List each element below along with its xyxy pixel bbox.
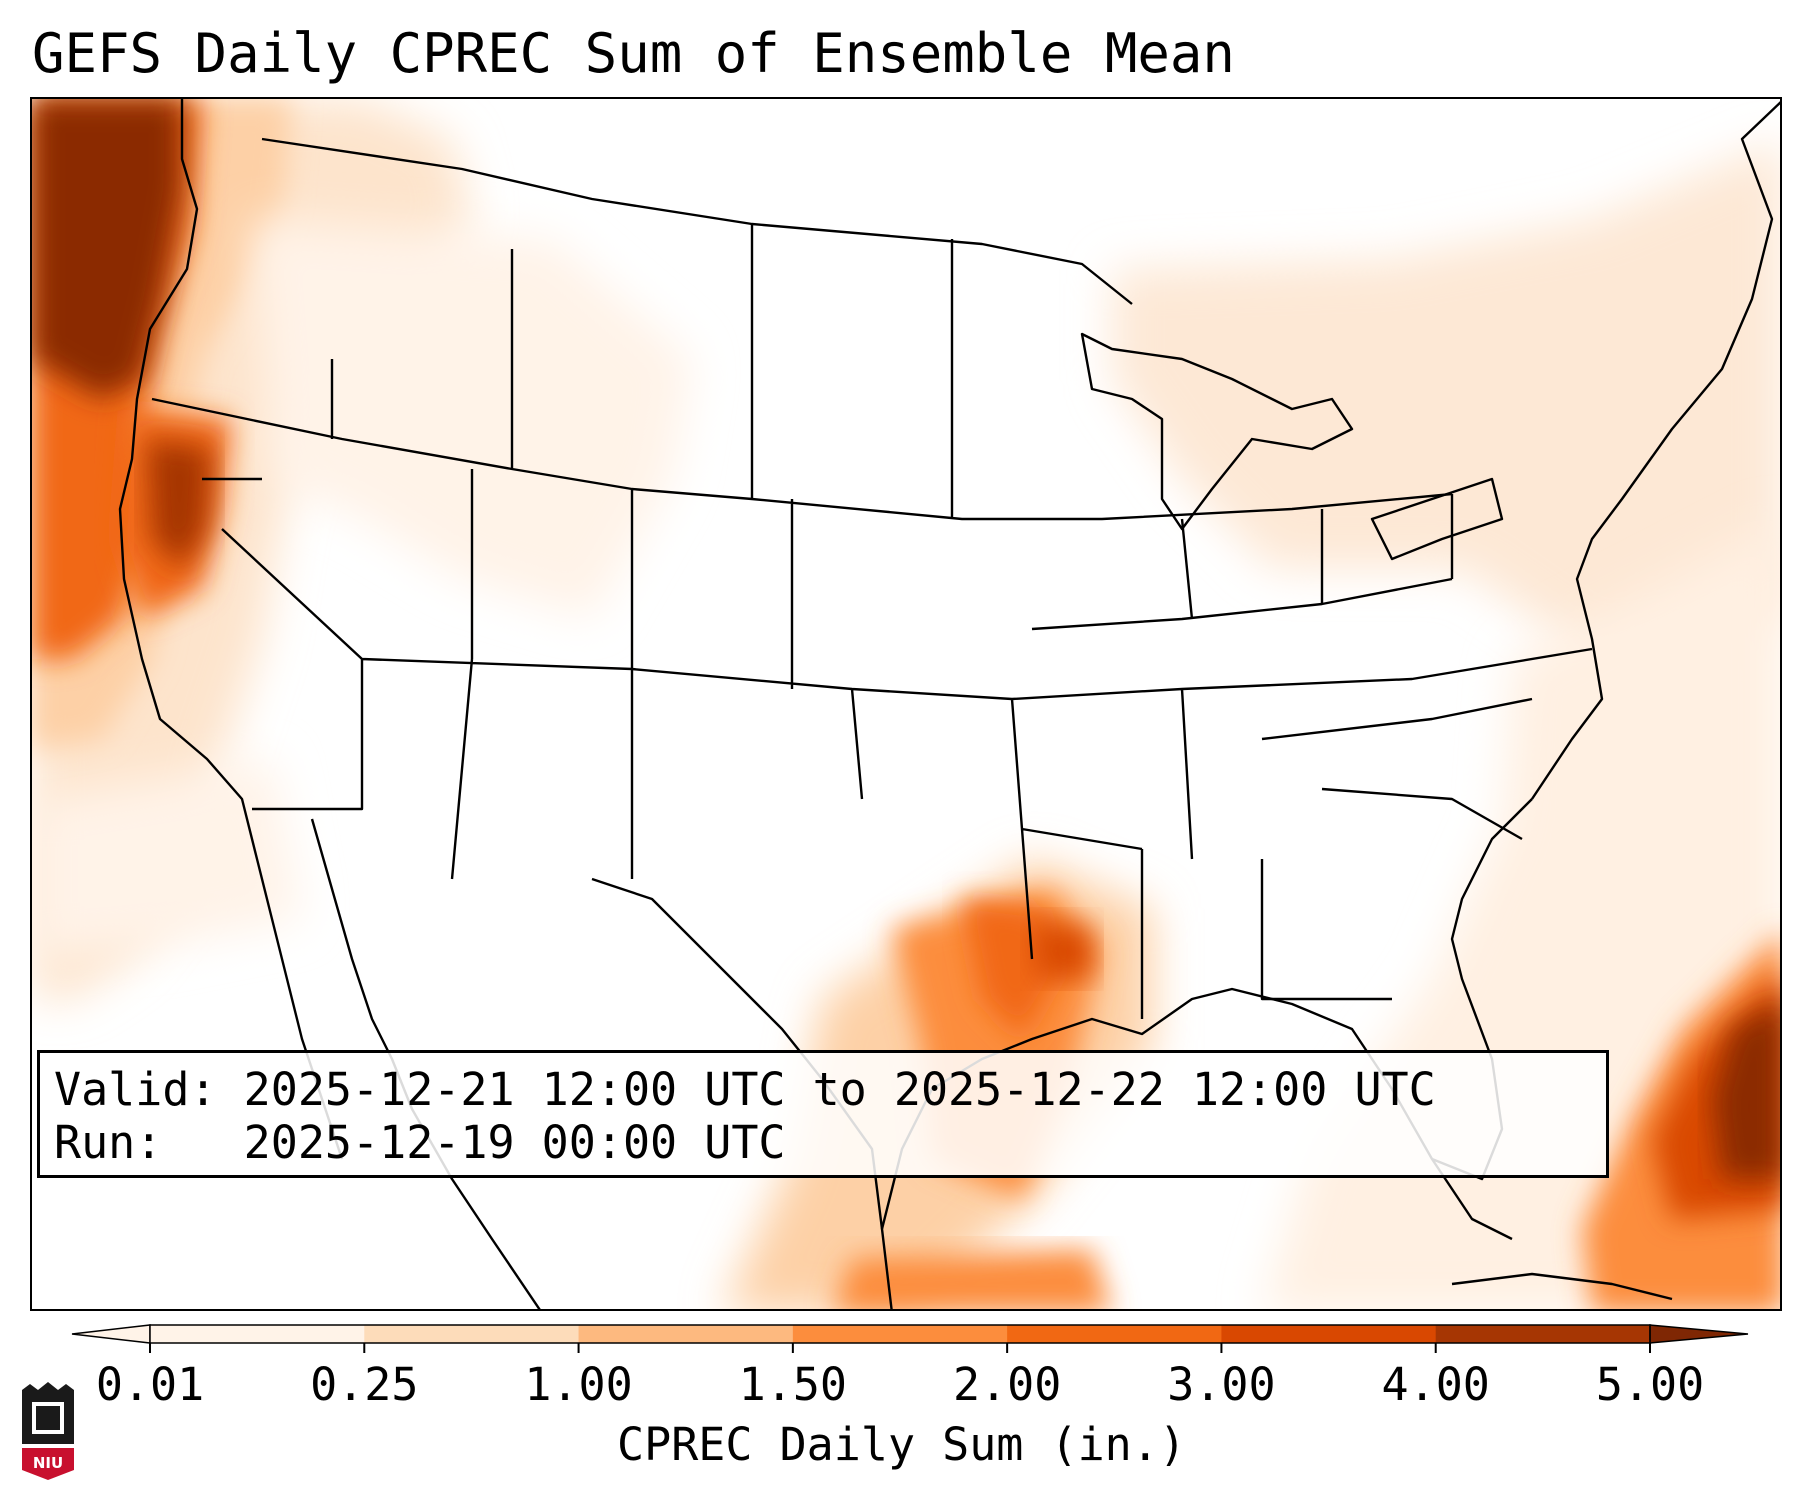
colorbar-tick-label: 3.00 <box>1167 1358 1276 1411</box>
colorbar-segment <box>364 1325 580 1343</box>
valid-line: Valid: 2025-12-21 12:00 UTC to 2025-12-2… <box>54 1063 1592 1116</box>
colorbar-extend-max <box>1649 1324 1749 1344</box>
great-lakes <box>1080 332 1504 561</box>
colorbar-label: CPREC Daily Sum (in.) <box>617 1418 1186 1471</box>
colorbar-outline <box>149 1324 1651 1344</box>
niu-logo: NIU <box>22 1382 74 1480</box>
cuba <box>1451 1272 1673 1301</box>
map-panel <box>30 97 1782 1311</box>
colorbar-tick-label: 0.25 <box>310 1358 419 1411</box>
colorbar-tick-label: 0.01 <box>95 1358 205 1411</box>
valid-label: Valid: <box>54 1063 217 1116</box>
colorbar-segment <box>1007 1325 1222 1343</box>
run-line: Run: 2025-12-19 00:00 UTC <box>54 1116 1592 1169</box>
colorbar-tick-label: 2.00 <box>952 1358 1062 1411</box>
colorbar-tick-label: 1.50 <box>738 1358 848 1411</box>
precip-shading <box>32 99 1780 1309</box>
logo-shield <box>22 1448 74 1480</box>
colorbar-tick-label: 5.00 <box>1595 1358 1705 1411</box>
colorbar-segment <box>792 1325 1008 1343</box>
run-value: 2025-12-19 00:00 UTC <box>243 1116 786 1169</box>
valid-run-box: Valid: 2025-12-21 12:00 UTC to 2025-12-2… <box>37 1050 1609 1178</box>
west-coast <box>118 99 344 1160</box>
colorbar-tick-label: 1.00 <box>524 1358 633 1411</box>
precip-map <box>32 99 1780 1309</box>
colorbar-segment <box>1435 1325 1651 1343</box>
colorbar-tick-label: 4.00 <box>1381 1358 1490 1411</box>
run-label: Run: <box>54 1116 163 1169</box>
colorbar <box>71 1324 1749 1353</box>
colorbar-segment <box>1221 1325 1437 1343</box>
colorbar-segment <box>578 1325 794 1343</box>
valid-value: 2025-12-21 12:00 UTC to 2025-12-22 12:00… <box>243 1063 1436 1116</box>
colorbar-extend-min <box>71 1324 151 1344</box>
chart-title: GEFS Daily CPREC Sum of Ensemble Mean <box>32 22 1235 85</box>
colorbar-segment <box>150 1325 365 1343</box>
east-coast <box>1531 101 1780 800</box>
logo-text: NIU <box>33 1454 63 1472</box>
